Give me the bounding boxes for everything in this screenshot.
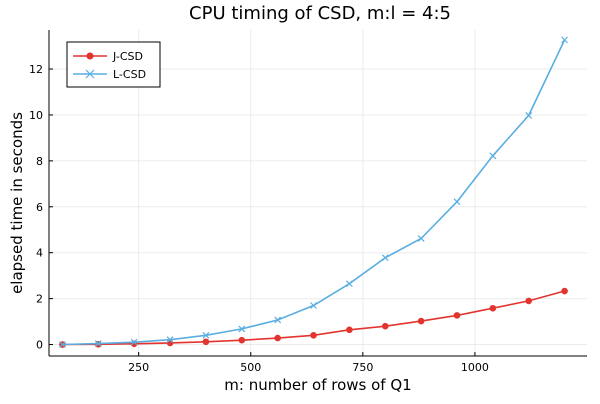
data-point <box>202 331 210 339</box>
y-tick-label: 2 <box>36 293 43 306</box>
data-point-stroke <box>417 235 425 242</box>
y-tick-label: 10 <box>29 109 43 122</box>
data-point <box>130 338 138 346</box>
legend-label: L-CSD <box>113 68 146 81</box>
x-axis-label: m: number of rows of Q1 <box>224 376 411 394</box>
data-point-stroke <box>453 198 461 206</box>
legend-label: J-CSD <box>112 50 143 63</box>
y-tick-label: 12 <box>29 63 43 76</box>
data-point <box>274 334 281 342</box>
data-point <box>310 302 317 309</box>
data-point-stroke <box>561 36 569 44</box>
data-point <box>202 338 210 346</box>
data-point <box>417 235 425 242</box>
data-point-stroke <box>345 280 353 288</box>
data-point <box>238 325 246 333</box>
data-point-stroke <box>489 152 497 160</box>
series-layer <box>59 36 569 348</box>
data-point <box>453 312 461 319</box>
legend-box <box>66 41 161 88</box>
data-point <box>561 36 569 44</box>
x-tick-label: 500 <box>240 361 261 374</box>
data-point <box>525 297 533 305</box>
data-point <box>59 341 66 348</box>
y-tick-label: 6 <box>36 201 43 214</box>
x-tick-label: 750 <box>352 361 373 374</box>
data-point <box>489 152 497 160</box>
data-point <box>381 322 389 330</box>
tick-labels: 250 500 750 1000 0 2 4 6 8 10 12 <box>29 63 489 374</box>
data-point <box>453 198 461 206</box>
chart-title: CPU timing of CSD, m:l = 4:5 <box>189 3 451 24</box>
data-point <box>489 304 497 312</box>
data-point <box>310 332 317 339</box>
data-point-stroke <box>59 341 66 348</box>
data-point-stroke <box>202 331 210 339</box>
x-tick-label: 1000 <box>461 361 489 374</box>
data-point-stroke <box>94 340 102 348</box>
y-tick-label: 4 <box>36 247 43 260</box>
data-point-stroke <box>525 111 533 119</box>
x-tick-label: 250 <box>128 361 149 374</box>
legend: J-CSD L-CSD <box>66 41 161 88</box>
data-point <box>166 336 174 344</box>
legend-marker <box>86 52 94 60</box>
data-point <box>561 287 568 295</box>
data-point-stroke <box>238 325 246 333</box>
data-point-stroke <box>166 336 174 344</box>
data-point <box>94 340 102 348</box>
data-point <box>346 326 353 334</box>
data-point <box>381 254 389 262</box>
y-axis-label: elapsed time in seconds <box>8 112 26 294</box>
y-tick-label: 0 <box>36 339 43 352</box>
data-point-stroke <box>130 338 138 346</box>
legend-marker <box>85 69 95 79</box>
data-point-stroke <box>381 254 389 262</box>
data-point <box>417 317 425 325</box>
y-tick-label: 8 <box>36 155 43 168</box>
axes <box>48 30 587 357</box>
grid-lines <box>49 30 587 356</box>
data-point-stroke <box>274 316 282 324</box>
data-point <box>345 280 353 288</box>
data-point <box>525 111 533 119</box>
data-point <box>238 336 246 344</box>
data-point-stroke <box>310 302 317 309</box>
data-point <box>274 316 282 324</box>
